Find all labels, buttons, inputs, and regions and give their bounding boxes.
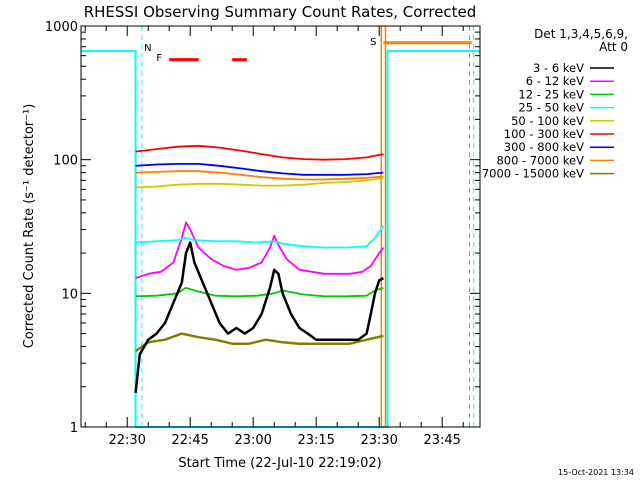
series-line-800-7000-kev (135, 170, 384, 181)
legend-label: 7000 - 15000 keV (482, 167, 584, 181)
legend-label: 3 - 6 keV (533, 61, 584, 75)
legend-label: 300 - 800 keV (504, 140, 584, 154)
plot-area: N S F (81, 26, 480, 428)
series-line-3-6-kev (134, 241, 385, 394)
y-tick-label: 10 (61, 287, 78, 302)
legend-label: 100 - 300 keV (504, 127, 584, 141)
legend-label: 12 - 25 keV (518, 87, 584, 101)
flare-letter: F (156, 53, 162, 64)
legend-attenuator: Att 0 (599, 40, 628, 54)
series-line-7000-15000-kev (134, 332, 384, 353)
night-letter: N (144, 43, 151, 54)
y-axis-label: Corrected Count Rate (s⁻¹ detector⁻¹) (22, 104, 37, 349)
x-tick-label: 23:45 (423, 433, 460, 448)
series-line-25-50-kev (135, 225, 385, 249)
saa-letter: S (370, 37, 376, 48)
axes: 1 10 100 1000 22:30 22:45 23:00 23:15 23:30 23:45 (45, 20, 480, 448)
series-line-100-300-kev (135, 144, 384, 161)
chart-title: RHESSI Observing Summary Count Rates, Co… (84, 3, 477, 21)
x-tick-label: 23:00 (234, 433, 271, 448)
series-line-50-100-kev (135, 177, 384, 189)
x-tick-label: 22:45 (171, 433, 208, 448)
series-line-300-800-kev (135, 162, 384, 176)
legend-detectors: Det 1,3,4,5,6,9, (534, 27, 628, 41)
legend-label: 6 - 12 keV (526, 74, 584, 88)
y-tick-label: 100 (53, 154, 78, 169)
y-tick-label: 1 (70, 421, 78, 436)
night-indicator-line (81, 50, 480, 428)
x-axis-label: Start Time (22-Jul-10 22:19:02) (178, 456, 381, 471)
y-tick-label: 1000 (45, 20, 78, 35)
plot-frame (80, 25, 481, 428)
legend-label: 50 - 100 keV (511, 114, 584, 128)
series-line-6-12-kev (135, 221, 385, 279)
x-tick-label: 22:30 (108, 433, 145, 448)
legend-label: 800 - 7000 keV (496, 153, 584, 167)
series-line-12-25-kev (135, 286, 384, 298)
x-tick-label: 23:15 (297, 433, 334, 448)
legend-label: 25 - 50 keV (518, 101, 584, 115)
timestamp: 15-Oct-2021 13:34 (558, 468, 634, 477)
x-tick-label: 23:30 (360, 433, 397, 448)
